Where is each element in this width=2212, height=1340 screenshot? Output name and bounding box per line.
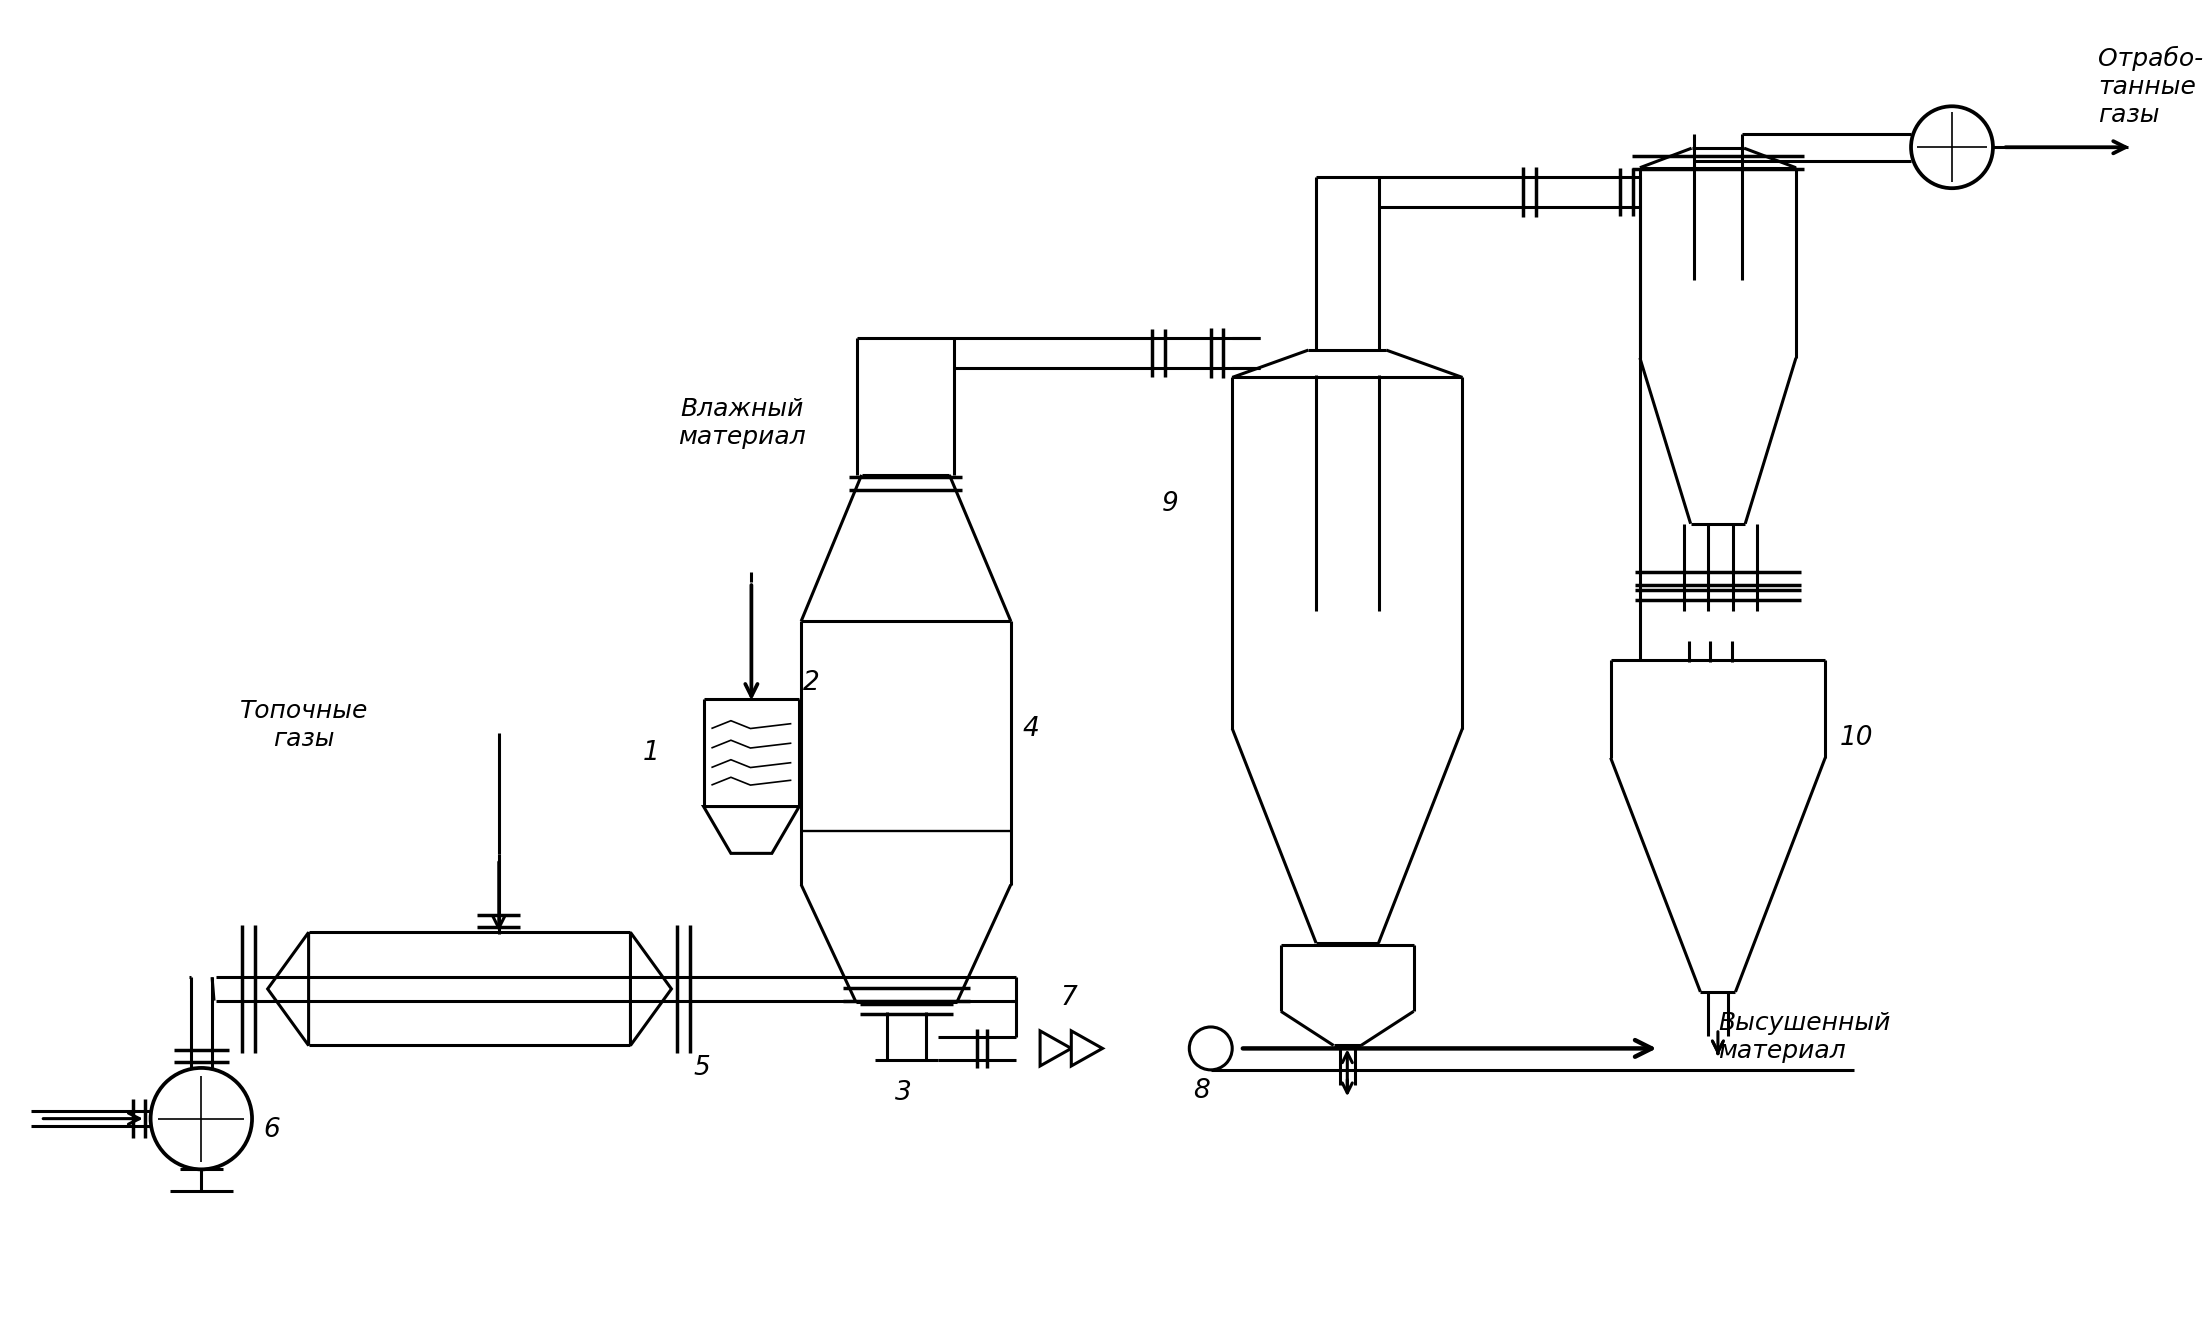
Text: Отрабо-
танные
газы: Отрабо- танные газы (2099, 46, 2203, 126)
Text: 10: 10 (1840, 725, 1874, 752)
Text: 7: 7 (1062, 985, 1077, 1012)
Text: Влажный
материал: Влажный материал (677, 397, 805, 449)
Text: 9: 9 (1161, 492, 1179, 517)
Text: 1: 1 (644, 740, 659, 766)
Text: Высушенный
материал: Высушенный материал (1719, 1012, 1891, 1063)
Polygon shape (1071, 1030, 1102, 1067)
Text: Топочные
газы: Топочные газы (239, 699, 367, 750)
Text: 8: 8 (1192, 1077, 1210, 1104)
Text: 3: 3 (896, 1080, 911, 1105)
Text: 6: 6 (263, 1118, 281, 1143)
Text: 4: 4 (1022, 716, 1040, 741)
Text: 5: 5 (695, 1055, 710, 1081)
Text: 2: 2 (803, 670, 821, 695)
Polygon shape (1040, 1030, 1071, 1067)
